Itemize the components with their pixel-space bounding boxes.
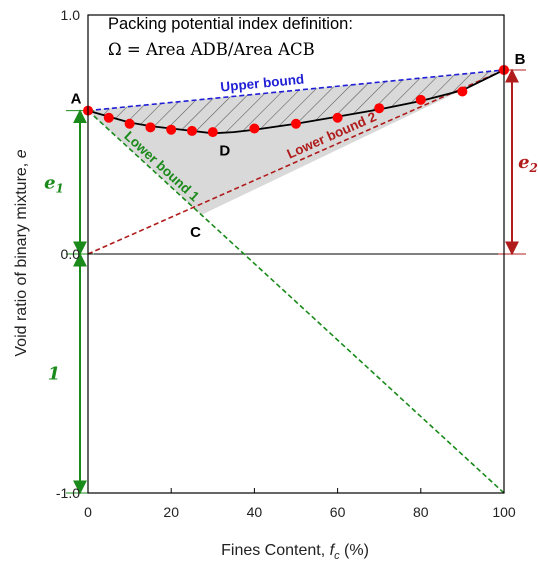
data-point	[415, 94, 426, 105]
data-point	[374, 103, 385, 114]
x-axis-title: Fines Content, fc (%)	[221, 542, 369, 562]
x-tick-label: 100	[492, 504, 516, 520]
data-point	[187, 125, 197, 136]
data-point	[291, 118, 301, 129]
data-point	[166, 124, 177, 135]
x-tick-label: 40	[247, 504, 263, 520]
y-tick-label: 0.0	[61, 246, 81, 262]
y-tick-label: -1.0	[56, 485, 80, 501]
upper-bound-line	[87, 69, 505, 112]
definition-title: Packing potential index definition:	[108, 15, 353, 33]
y-axis-title: Void ratio of binary mixture, e	[13, 149, 30, 356]
data-point	[249, 123, 260, 134]
lower-bound-2-line	[87, 69, 505, 255]
x-tick-label: 20	[163, 504, 179, 520]
point-label-d: D	[219, 142, 230, 159]
definition-formula: Ω = Area ADB/Area ACB	[108, 40, 315, 59]
y-tick-label: 1.0	[61, 7, 81, 23]
data-point	[103, 112, 114, 123]
dimension-label: 1	[48, 364, 61, 385]
x-tick-label: 0	[84, 504, 92, 520]
x-tick-label: 60	[330, 504, 346, 520]
x-tick-label: 80	[413, 504, 429, 520]
data-point	[207, 127, 218, 138]
dimension-label: e2	[518, 152, 538, 175]
point-label-b: B	[515, 51, 526, 68]
point-label-a: A	[71, 91, 82, 108]
hatched-region	[88, 69, 504, 134]
data-point	[457, 86, 468, 97]
point-label-c: C	[190, 224, 201, 241]
fitted-curve	[87, 69, 505, 135]
data-point	[124, 118, 135, 129]
data-point	[145, 122, 156, 133]
data-point	[332, 112, 343, 123]
lower-bound-1-line	[87, 110, 505, 494]
dimension-label: e1	[44, 172, 64, 195]
